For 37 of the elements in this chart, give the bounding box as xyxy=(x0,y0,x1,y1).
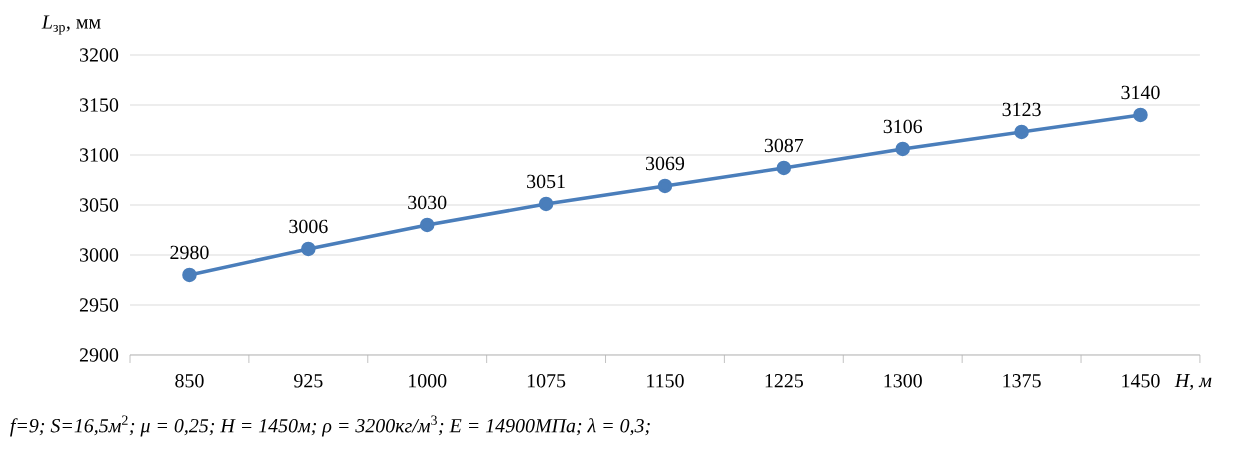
x-tick-label: 1075 xyxy=(527,374,566,388)
x-tick-label: 850 xyxy=(175,374,204,388)
data-label: 2980 xyxy=(170,245,209,260)
y-tick-label: 3200 xyxy=(80,48,119,62)
data-label: 3006 xyxy=(289,219,328,234)
data-label: 3140 xyxy=(1121,85,1160,100)
point xyxy=(301,241,316,257)
x-tick-label: 1225 xyxy=(765,374,803,388)
data-label: 3030 xyxy=(408,195,447,210)
y-axis-title: L$_{зр}$, мм xyxy=(41,15,101,35)
text: f=9; S=16,5м$^{2}$; μ = 0,25; H = 1450м; ρ = 3200кг/м$^{3}$; E = 14900МПа; λ = 0,3; xyxy=(10,415,650,437)
y-tick-label: 3100 xyxy=(80,148,119,162)
x-tick-label: 1300 xyxy=(884,374,922,388)
x-tick-label: 1450 xyxy=(1122,374,1160,388)
point xyxy=(776,160,792,176)
point xyxy=(657,178,673,194)
data-label: 3051 xyxy=(527,174,565,189)
x-axis-title: H, м xyxy=(1174,373,1212,391)
x-tick-label: 925 xyxy=(294,374,323,388)
point xyxy=(182,267,197,283)
x-tick-label: 1375 xyxy=(1003,374,1041,388)
data-label: 3106 xyxy=(883,119,923,134)
data-label: 3069 xyxy=(645,156,685,171)
x-tick-label: 1000 xyxy=(409,374,447,388)
y-tick-label: 2900 xyxy=(79,348,119,362)
x-tick-label: 1150 xyxy=(647,374,684,388)
point xyxy=(538,196,554,212)
y-tick-label: 3150 xyxy=(80,98,119,112)
data-label: 3087 xyxy=(764,138,804,153)
y-tick-label: 3000 xyxy=(80,248,119,262)
point xyxy=(1014,124,1029,140)
y-tick-label: 2950 xyxy=(79,298,119,312)
data-label: 3123 xyxy=(1002,102,1041,117)
point xyxy=(895,141,910,157)
y-tick-label: 3050 xyxy=(80,198,119,212)
point xyxy=(1133,107,1148,123)
point xyxy=(419,217,435,233)
